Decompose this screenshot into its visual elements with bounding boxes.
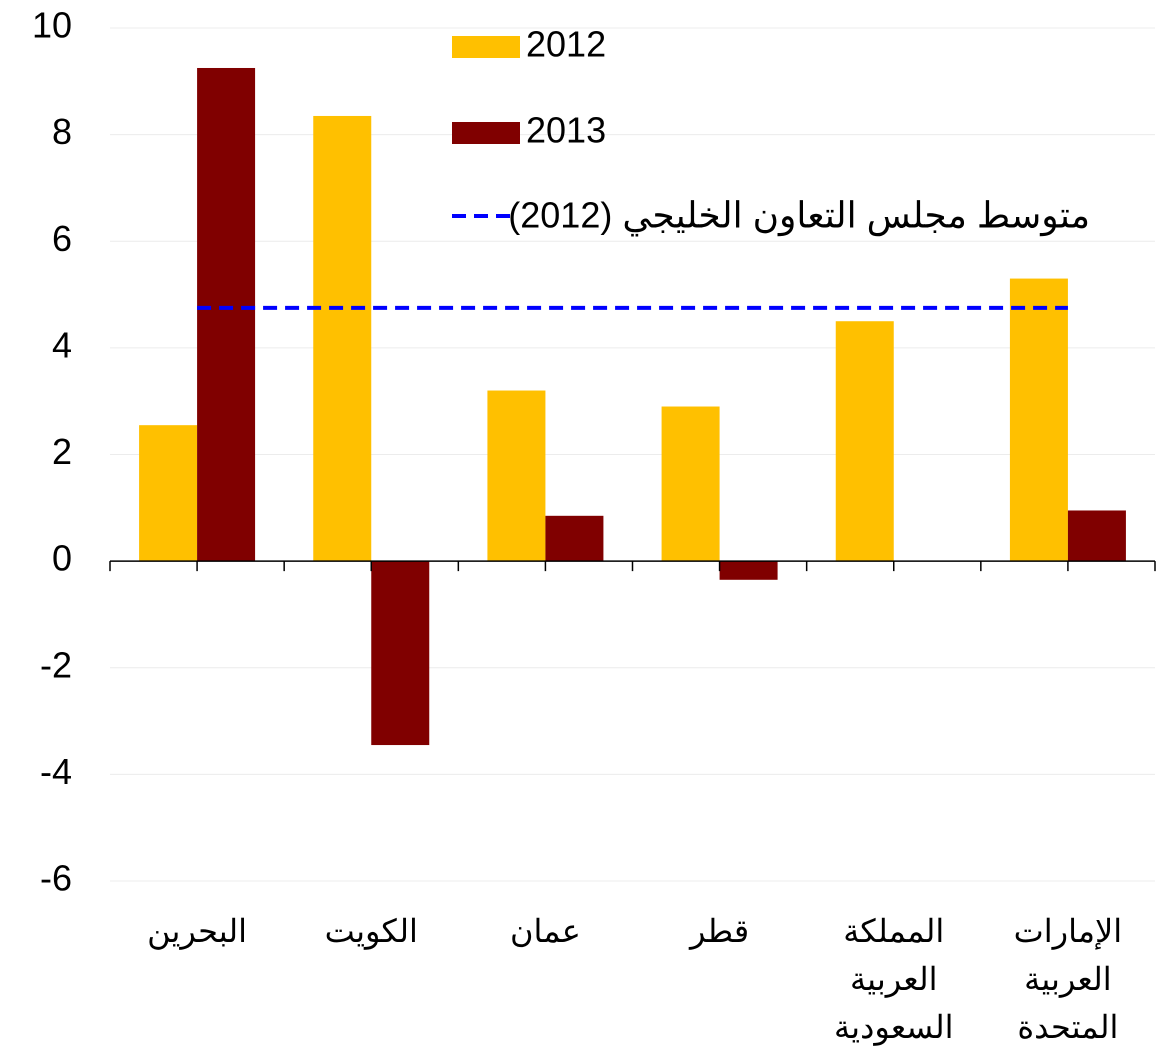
legend-label: متوسط مجلس التعاون الخليجي (2012) [508,195,1090,237]
bar [661,406,720,562]
x-tick-label: عمان [509,913,581,949]
y-tick-label: 10 [32,5,72,46]
y-tick-label: 4 [52,324,72,365]
y-tick-label: -4 [40,751,72,792]
x-tick-label: الإمارات العربية المتحدة [1013,913,1123,1045]
bar [139,425,198,562]
legend-label: 2013 [526,110,606,151]
y-tick-label: 6 [52,218,72,259]
bar [545,515,604,562]
y-tick-label: 8 [52,111,72,152]
bar [1067,510,1126,562]
bar [835,321,894,562]
legend-swatch [452,36,520,58]
bar [487,390,546,562]
y-tick-label: 0 [52,538,72,579]
bar [371,561,430,746]
x-tick-label: البحرين [147,913,248,949]
bar [1009,278,1068,562]
y-tick-label: 2 [52,431,72,472]
bar [719,561,778,580]
y-tick-label: -6 [40,858,72,899]
x-tick-label: المملكة العربية السعودية [834,913,954,1045]
bar [313,115,372,562]
y-tick-label: -2 [40,644,72,685]
x-tick-label: قطر [689,913,750,949]
legend-swatch [452,122,520,144]
legend-label: 2012 [526,24,606,65]
x-tick-label: الكويت [324,913,418,949]
bar [197,67,256,562]
